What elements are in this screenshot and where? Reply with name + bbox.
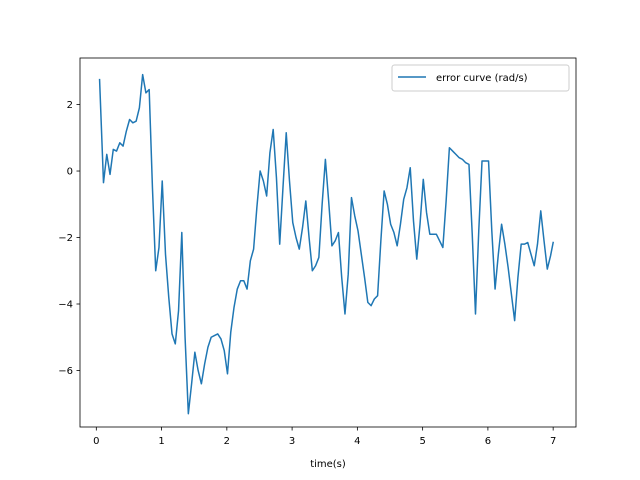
legend-label-error-curve: error curve (rad/s) xyxy=(436,73,528,84)
y-tick-label: −2 xyxy=(58,233,73,244)
series-line-0 xyxy=(98,73,555,415)
x-axis-ticks: 0 1 2 3 4 5 6 7 xyxy=(93,427,556,447)
plot-area xyxy=(80,58,576,427)
x-tick-label: 5 xyxy=(419,436,425,447)
legend: error curve (rad/s) xyxy=(391,64,570,92)
x-tick-label: 6 xyxy=(485,436,491,447)
x-axis-label: time(s) xyxy=(310,459,346,470)
x-tick-label: 7 xyxy=(550,436,556,447)
plot-lines xyxy=(98,73,555,415)
x-tick-label: 4 xyxy=(354,436,360,447)
x-tick-label: 3 xyxy=(289,436,295,447)
axes-frame xyxy=(79,57,577,428)
y-tick-label: −6 xyxy=(58,366,73,377)
y-axis-ticks: −6 −4 −2 0 2 xyxy=(58,100,80,377)
y-tick-label: 2 xyxy=(67,100,73,111)
x-tick-label: 2 xyxy=(224,436,230,447)
x-tick-label: 0 xyxy=(93,436,99,447)
y-tick-label: 0 xyxy=(67,167,73,178)
axes-spines xyxy=(79,57,577,428)
legend-frame xyxy=(391,64,570,92)
x-tick-label: 1 xyxy=(158,436,164,447)
y-tick-label: −4 xyxy=(58,300,73,311)
